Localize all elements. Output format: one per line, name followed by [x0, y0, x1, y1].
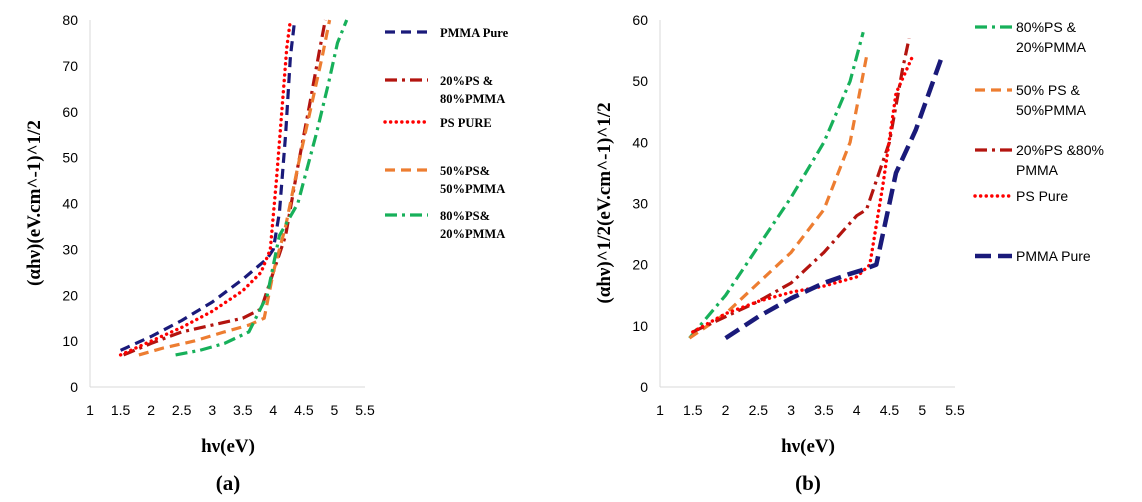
y-tick-label: 10 — [62, 333, 78, 349]
legend-label-1: 80%PS & 20%PMMA — [1016, 19, 1087, 55]
series-line-1 — [688, 31, 865, 340]
panel-a-chart: 0 10 20 30 40 50 60 70 80 1 1.5 2 2.5 3 3.5 4 4.5 5 5.5 h… — [24, 12, 509, 495]
y-tick-label: 30 — [632, 196, 648, 212]
y-tick-label: 40 — [62, 196, 78, 212]
y-tick-label: 20 — [62, 287, 78, 303]
panel-b-legend: 80%PS & 20%PMMA 50% PS & 50%PMMA 20%PS &80% P… — [973, 19, 1104, 264]
panel-a-label: (a) — [216, 471, 241, 495]
y-tick-label: 0 — [70, 379, 78, 395]
x-tick-label: 2 — [147, 402, 155, 418]
panel-b-chart: 0 10 20 30 40 50 60 1 1.5 2 2.5 3 3.5 4 4.5 5 5.5 hν(eV… — [594, 12, 1104, 495]
series-line-2 — [688, 56, 869, 340]
y-tick-label: 0 — [640, 379, 648, 395]
x-tick-label: 2.5 — [749, 402, 769, 418]
panel-a-legend: PMMA Pure 20%PS & 80%PMMA PS PURE 50%PS& 50%P… — [383, 26, 509, 241]
y-tick-label: 40 — [632, 134, 648, 150]
x-tick-label: 4 — [269, 402, 277, 418]
y-tick-label: 20 — [632, 257, 648, 273]
y-tick-label: 30 — [62, 241, 78, 257]
series-line-4 — [138, 19, 332, 357]
x-tick-label: 3.5 — [814, 402, 834, 418]
x-tick-label: 5 — [918, 402, 926, 418]
series-line-5 — [175, 19, 349, 357]
y-tick-label: 10 — [632, 318, 648, 334]
x-tick-label: 4 — [853, 402, 861, 418]
x-tick-label: 4.5 — [294, 402, 314, 418]
panel-a-y-axis-title: (αhν)(eV.cm^-1)^1/2 — [24, 120, 45, 286]
panel-b-label: (b) — [795, 471, 821, 495]
x-tick-label: 3.5 — [233, 402, 253, 418]
panel-b-y-axis-title: (αhν)^1/2(eV.cm^-1)^1/2 — [594, 102, 615, 303]
x-tick-label: 4.5 — [880, 402, 900, 418]
y-tick-label: 50 — [632, 73, 648, 89]
panel-a-x-axis-title: hν(eV) — [201, 436, 255, 457]
series-line-2 — [122, 19, 327, 357]
legend-label-1: PMMA Pure — [440, 26, 509, 40]
series-line-1 — [119, 19, 297, 352]
x-tick-label: 3 — [208, 402, 216, 418]
legend-label-4: PS Pure — [1016, 188, 1068, 204]
series-line-3 — [692, 38, 911, 334]
series-line-5 — [724, 55, 945, 340]
legend-label-4: 50%PS& 50%PMMA — [440, 164, 505, 196]
legend-label-3: PS PURE — [440, 116, 492, 130]
x-tick-label: 3 — [787, 402, 795, 418]
series-line-4 — [691, 55, 915, 334]
x-tick-label: 1 — [86, 402, 94, 418]
y-tick-label: 60 — [62, 104, 78, 120]
panel-b-x-axis-title: hν(eV) — [781, 436, 835, 457]
legend-label-5: PMMA Pure — [1016, 248, 1091, 264]
y-tick-label: 60 — [632, 12, 648, 28]
legend-label-3: 20%PS &80% PMMA — [1016, 142, 1104, 178]
x-tick-label: 2.5 — [172, 402, 192, 418]
series-line-3 — [118, 18, 293, 357]
x-tick-label: 2 — [722, 402, 730, 418]
legend-label-5: 80%PS& 20%PMMA — [440, 209, 505, 241]
y-tick-label: 70 — [62, 58, 78, 74]
legend-label-2: 20%PS & 80%PMMA — [440, 74, 505, 106]
y-tick-label: 80 — [62, 12, 78, 28]
x-tick-label: 1 — [656, 402, 664, 418]
legend-label-2: 50% PS & 50%PMMA — [1016, 82, 1087, 118]
y-tick-label: 50 — [62, 150, 78, 166]
x-tick-label: 5.5 — [945, 402, 965, 418]
x-tick-label: 5.5 — [355, 402, 375, 418]
x-tick-label: 1.5 — [683, 402, 703, 418]
x-tick-label: 5 — [331, 402, 339, 418]
x-tick-label: 1.5 — [111, 402, 131, 418]
